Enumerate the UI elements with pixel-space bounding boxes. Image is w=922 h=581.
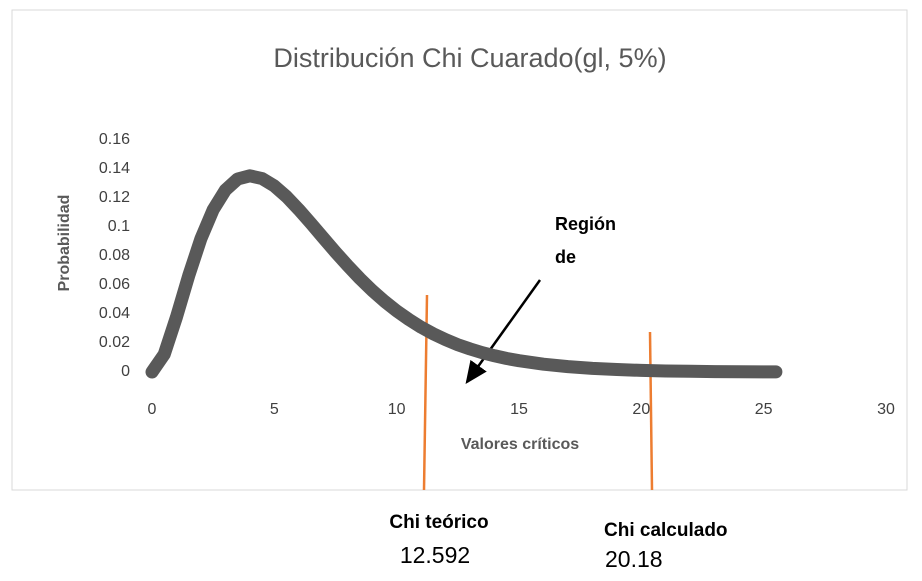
y-tick-label: 0.12 <box>99 189 130 206</box>
x-tick-label: 5 <box>270 401 279 418</box>
y-tick-label: 0.04 <box>99 305 130 322</box>
arrow <box>465 279 542 385</box>
annotation: de <box>555 247 576 267</box>
y-tick-label: 0.02 <box>99 334 130 351</box>
x-tick-label: 10 <box>388 401 406 418</box>
chart-title: Distribución Chi Cuarado(gl, 5%) <box>273 43 666 73</box>
annotation: Chi teórico <box>389 512 488 533</box>
x-tick-label: 0 <box>148 401 157 418</box>
x-tick-label: 30 <box>877 401 895 418</box>
annotation: Región <box>555 214 616 234</box>
y-axis-label: Probabilidad <box>56 195 73 292</box>
annotation: Chi calculado <box>604 520 728 541</box>
critical-line <box>648 331 654 491</box>
y-tick-label: 0 <box>121 363 130 380</box>
x-tick-label: 20 <box>632 401 650 418</box>
y-tick-label: 0.16 <box>99 131 130 148</box>
y-tick-label: 0.1 <box>108 218 130 235</box>
data-line <box>145 169 783 379</box>
x-axis-label: Valores críticos <box>461 436 579 453</box>
x-tick-label: 25 <box>755 401 773 418</box>
y-tick-label: 0.06 <box>99 276 130 293</box>
annotation-value: 12.592 <box>400 542 470 568</box>
chart-frame <box>11 9 908 491</box>
annotation-value: 20.18 <box>605 546 663 572</box>
y-tick-label: 0.08 <box>99 247 130 264</box>
y-tick-label: 0.14 <box>99 160 130 177</box>
x-tick-label: 15 <box>510 401 528 418</box>
